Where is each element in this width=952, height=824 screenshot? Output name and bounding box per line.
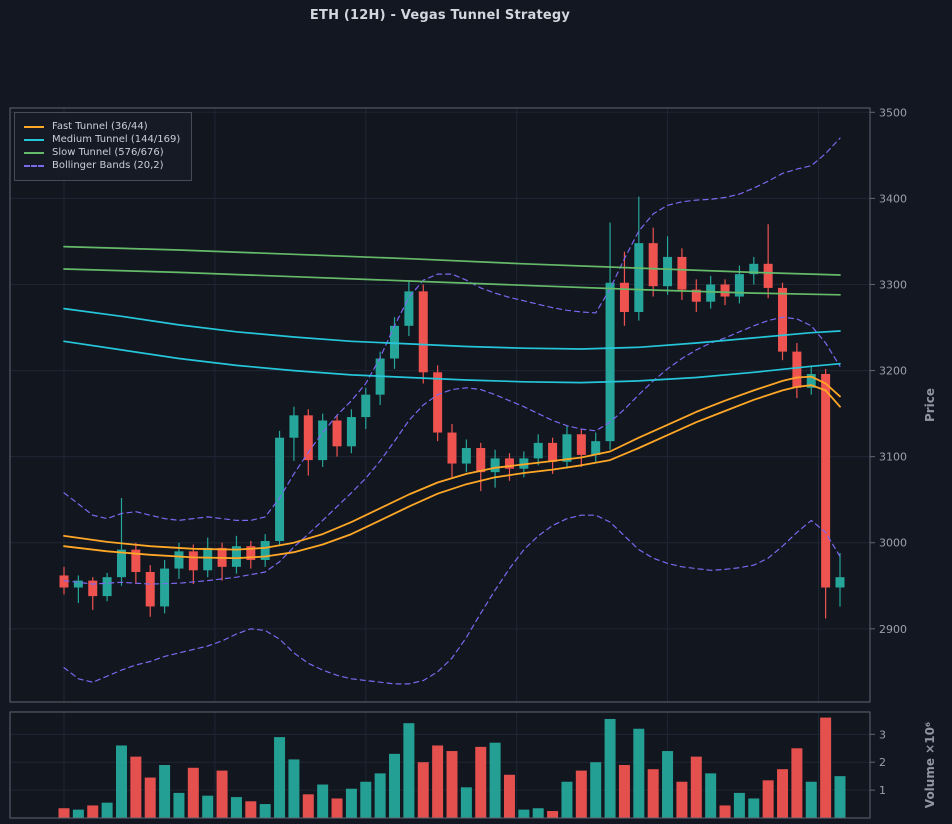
fast-tunnel-lower-line	[63, 384, 841, 560]
axis-tick-labels: 2900 3000 3100 3200 3300 3400 3500 1 2 3	[870, 106, 907, 797]
bollinger-upper-line	[63, 137, 841, 522]
bollinger-lower-line	[63, 514, 841, 685]
price-tick-label: 3500	[879, 106, 907, 119]
price-panel-border	[9, 107, 871, 703]
price-tick-label: 2900	[879, 623, 907, 636]
candlesticks	[59, 196, 845, 619]
slow-tunnel-line-swatch	[24, 151, 44, 154]
price-tick-label: 3200	[879, 365, 907, 378]
medium-tunnel-upper-line	[63, 307, 841, 350]
legend-label-medium-tunnel: Medium Tunnel (144/169)	[52, 134, 181, 145]
volume-tick-label: 3	[879, 728, 886, 741]
volume-tick-label: 1	[879, 784, 886, 797]
price-tick-label: 3400	[879, 192, 907, 205]
legend-item-slow-tunnel: Slow Tunnel (576/676)	[24, 147, 180, 158]
bollinger-bands-line-swatch	[24, 164, 44, 167]
fast-tunnel-upper-line	[63, 375, 841, 551]
volume-axis-title: Volume ×10⁶	[923, 722, 937, 808]
price-tick-label: 3300	[879, 278, 907, 291]
legend-label-fast-tunnel: Fast Tunnel (36/44)	[52, 121, 148, 132]
legend-item-fast-tunnel: Fast Tunnel (36/44)	[24, 121, 180, 132]
bollinger-middle-line	[63, 316, 841, 585]
legend-label-slow-tunnel: Slow Tunnel (576/676)	[52, 147, 164, 158]
legend-item-bollinger-bands: Bollinger Bands (20,2)	[24, 160, 180, 171]
price-axis-title: Price	[923, 388, 937, 422]
slow-tunnel-lower-line	[63, 268, 841, 296]
slow-tunnel-upper-line	[63, 245, 841, 276]
legend-item-medium-tunnel: Medium Tunnel (144/169)	[24, 134, 180, 145]
price-tick-label: 3100	[879, 451, 907, 464]
medium-tunnel-lower-line	[63, 340, 841, 384]
volume-tick-label: 2	[879, 756, 886, 769]
legend-label-bollinger-bands: Bollinger Bands (20,2)	[52, 160, 164, 171]
volume-bars	[58, 717, 846, 818]
price-tick-label: 3000	[879, 537, 907, 550]
chart-legend: Fast Tunnel (36/44) Medium Tunnel (144/1…	[14, 112, 193, 181]
fast-tunnel-line-swatch	[24, 125, 44, 128]
medium-tunnel-line-swatch	[24, 138, 44, 141]
chart-title: ETH (12H) - Vegas Tunnel Strategy	[309, 8, 571, 23]
volume-panel-border	[9, 711, 871, 819]
